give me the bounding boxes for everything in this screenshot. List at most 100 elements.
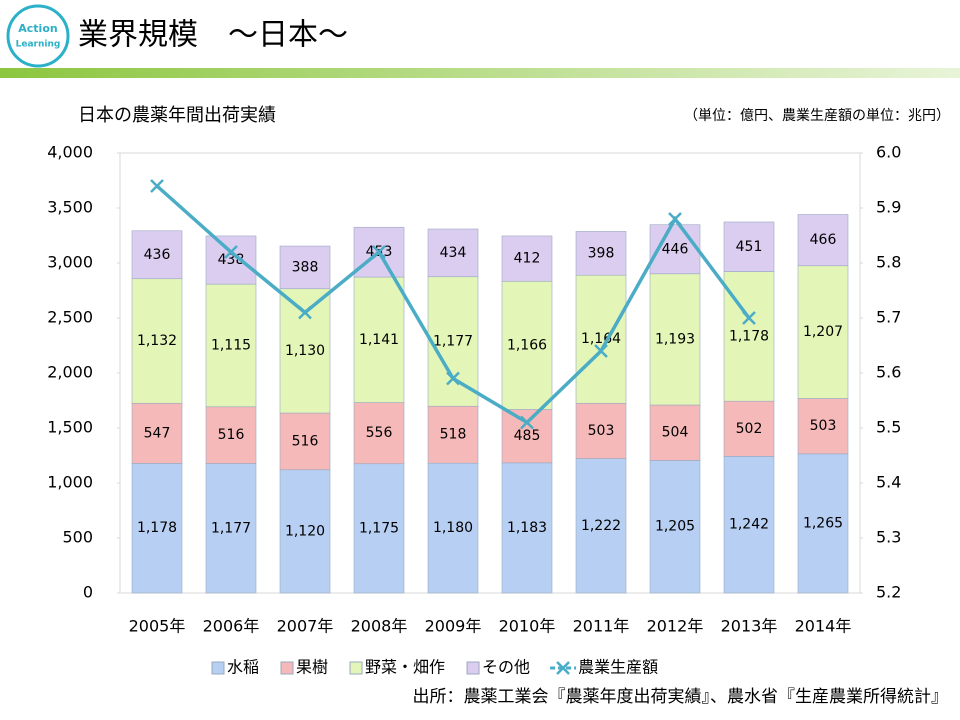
data-label: 1,175	[359, 520, 399, 536]
data-label: 1,115	[211, 337, 251, 353]
x-tick-label: 2005年	[129, 617, 186, 636]
data-label: 451	[736, 239, 763, 255]
data-label: 503	[588, 423, 615, 439]
bar-segment	[131, 402, 183, 464]
data-label: 556	[366, 425, 393, 441]
x-tick-label: 2010年	[499, 617, 556, 636]
line-marker	[668, 212, 682, 226]
legend-swatch	[349, 661, 363, 675]
legend-label: 果樹	[296, 658, 328, 677]
bar-segment	[427, 462, 479, 594]
bar-segment	[797, 398, 849, 455]
data-label: 1,178	[137, 520, 177, 536]
y-tick-label: 0	[83, 583, 93, 602]
data-label: 1,193	[655, 331, 695, 347]
data-label: 1,164	[581, 331, 621, 347]
line-marker	[742, 311, 756, 325]
bar-segment	[575, 402, 627, 459]
x-tick-label: 2009年	[425, 617, 482, 636]
data-label: 434	[440, 245, 467, 261]
header-bar	[0, 68, 960, 78]
data-label: 388	[292, 259, 319, 275]
y2-tick-label: 5.6	[876, 363, 901, 382]
bar-segment	[649, 404, 701, 461]
data-label: 516	[218, 427, 245, 443]
data-label: 503	[810, 418, 837, 434]
data-label: 504	[662, 425, 689, 441]
y-tick-label: 500	[62, 528, 93, 547]
bar-segment	[353, 402, 405, 465]
x-tick-label: 2011年	[573, 617, 630, 636]
data-label: 466	[810, 232, 837, 248]
plot-border	[119, 152, 861, 594]
data-label: 436	[144, 247, 171, 263]
data-label: 1,180	[433, 520, 473, 536]
legend-swatch	[280, 661, 294, 675]
bar-segment	[723, 400, 775, 457]
bar-segment	[723, 456, 775, 594]
legend-marker	[556, 661, 570, 675]
data-label: 1,177	[433, 333, 473, 349]
legend-label: 野菜・畑作	[365, 658, 445, 677]
bar-segment	[575, 231, 627, 276]
bar-segment	[501, 235, 553, 282]
line-marker	[298, 305, 312, 320]
y2-tick-label: 5.3	[876, 528, 901, 547]
bar-segment	[131, 278, 183, 404]
page-title: 業界規模 ～日本～	[78, 18, 348, 53]
bar-segment	[501, 280, 553, 410]
bar-segment	[205, 463, 257, 594]
logo-text: Action	[18, 22, 57, 35]
data-label: 412	[514, 251, 541, 267]
y-tick-label: 3,000	[47, 253, 93, 272]
legend-swatch	[466, 661, 480, 675]
y-tick-label: 2,000	[47, 363, 93, 382]
line-marker	[372, 245, 386, 259]
y-tick-label: 1,500	[47, 418, 93, 437]
y2-tick-label: 5.2	[876, 583, 901, 602]
bar-segment	[501, 462, 553, 594]
bar-segment	[279, 469, 331, 594]
bar-segment	[797, 214, 849, 267]
bar-segment	[353, 276, 405, 403]
data-label: 485	[514, 428, 541, 444]
bar-segment	[797, 453, 849, 594]
logo-text: Learning	[16, 40, 61, 50]
x-tick-label: 2014年	[795, 617, 852, 636]
data-label: 518	[440, 427, 467, 443]
data-label: 547	[144, 425, 171, 441]
data-label: 1,242	[729, 517, 769, 533]
logo	[6, 4, 70, 68]
data-label: 1,166	[507, 337, 547, 353]
data-label: 1,205	[655, 519, 695, 535]
legend-swatch	[211, 661, 225, 675]
legend-label: 農業生産額	[578, 658, 658, 677]
data-label: 1,207	[803, 324, 843, 340]
y-tick-label: 4,000	[47, 143, 93, 162]
source: 出所：農薬工業会『農薬年度出荷実績』、農水省『生産農業所得統計』	[413, 687, 949, 707]
y-tick-label: 1,000	[47, 473, 93, 492]
data-label: 1,141	[359, 332, 399, 348]
y-tick-label: 2,500	[47, 308, 93, 327]
data-label: 1,222	[581, 518, 621, 534]
x-tick-label: 2007年	[277, 617, 334, 636]
data-label: 398	[588, 245, 615, 261]
line-marker	[594, 344, 608, 358]
y2-tick-label: 5.5	[876, 418, 901, 437]
bar-segment	[427, 405, 479, 464]
data-label: 1,178	[729, 328, 769, 344]
chart-subtitle: （単位：億円、農業生産額の単位：兆円）	[684, 108, 950, 124]
bar-segment	[427, 228, 479, 278]
y2-tick-label: 5.4	[876, 473, 901, 492]
y2-tick-label: 5.9	[876, 198, 901, 217]
data-label: 516	[292, 433, 319, 449]
bar-segment	[501, 409, 553, 464]
bar-segment	[131, 463, 183, 594]
chart-title: 日本の農薬年間出荷実績	[78, 105, 276, 126]
x-tick-label: 2006年	[203, 617, 260, 636]
y2-tick-label: 5.8	[876, 253, 901, 272]
data-label: 446	[662, 241, 689, 257]
data-label: 1,130	[285, 343, 325, 359]
bar-segment	[279, 412, 331, 471]
